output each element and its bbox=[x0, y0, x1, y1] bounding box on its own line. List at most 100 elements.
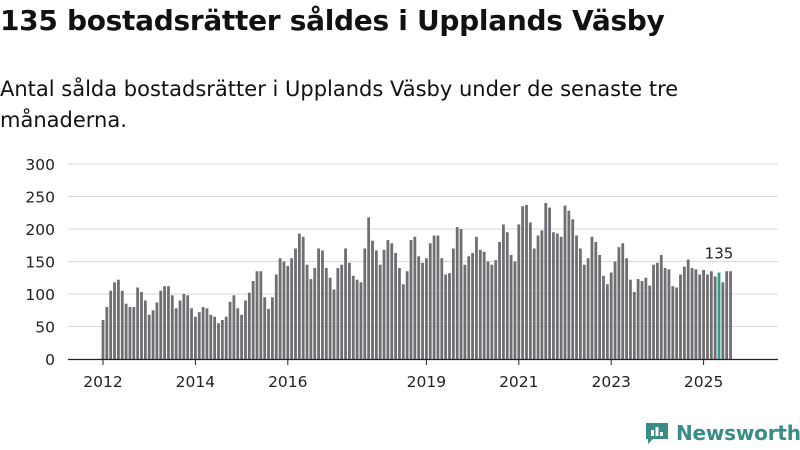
bar bbox=[159, 290, 163, 359]
x-tick-label: 2019 bbox=[407, 373, 446, 391]
newsworthy-logo-icon bbox=[646, 423, 668, 444]
bar bbox=[290, 258, 294, 359]
bar bbox=[544, 203, 548, 359]
bar bbox=[609, 272, 613, 359]
bar bbox=[498, 242, 501, 359]
bar bbox=[413, 236, 417, 359]
bar bbox=[301, 236, 305, 359]
y-tick-label: 200 bbox=[25, 221, 55, 239]
bar bbox=[328, 277, 332, 359]
bar bbox=[297, 233, 301, 359]
bar bbox=[513, 261, 517, 359]
bar bbox=[579, 248, 582, 359]
bar bbox=[540, 230, 544, 359]
bar bbox=[205, 308, 209, 359]
x-tick-label: 2025 bbox=[684, 373, 723, 391]
bar bbox=[359, 282, 363, 359]
bar bbox=[394, 253, 397, 359]
bar bbox=[170, 295, 174, 359]
bar bbox=[613, 261, 617, 359]
bar bbox=[217, 323, 220, 359]
bar bbox=[409, 240, 413, 359]
bar bbox=[363, 248, 367, 359]
bar bbox=[690, 268, 694, 359]
y-tick-label: 250 bbox=[25, 189, 55, 207]
bar bbox=[656, 262, 659, 359]
bar bbox=[317, 248, 320, 359]
y-tick-label: 0 bbox=[45, 351, 55, 369]
bar bbox=[659, 255, 663, 359]
bar bbox=[671, 286, 675, 359]
bar bbox=[559, 236, 563, 359]
bar bbox=[428, 243, 432, 359]
bar bbox=[621, 243, 625, 359]
bar bbox=[567, 210, 571, 359]
bar bbox=[440, 258, 444, 359]
bar bbox=[259, 271, 263, 359]
y-tick-label: 300 bbox=[25, 156, 55, 174]
bar bbox=[425, 258, 428, 359]
bar bbox=[517, 224, 521, 359]
bar bbox=[648, 285, 652, 359]
x-tick-label: 2023 bbox=[591, 373, 630, 391]
bar bbox=[398, 268, 401, 359]
bar bbox=[167, 286, 170, 359]
bar bbox=[521, 206, 525, 359]
highlight-annotation: 135 bbox=[705, 245, 734, 263]
bar bbox=[605, 284, 609, 359]
bar bbox=[344, 248, 347, 359]
newsworthy-logo-text: Newsworthy bbox=[676, 421, 800, 445]
bar bbox=[401, 284, 405, 359]
bar bbox=[386, 240, 390, 359]
bar bbox=[271, 297, 274, 359]
bar bbox=[663, 268, 667, 359]
bar bbox=[247, 292, 251, 359]
bar bbox=[117, 279, 120, 359]
bar bbox=[582, 264, 586, 359]
x-tick-label: 2021 bbox=[499, 373, 538, 391]
bar bbox=[340, 264, 344, 359]
x-tick-label: 2012 bbox=[83, 373, 122, 391]
newsworthy-logo[interactable]: Newsworthy bbox=[644, 418, 800, 448]
y-tick-label: 50 bbox=[35, 319, 55, 337]
bar bbox=[617, 247, 621, 359]
bar bbox=[128, 307, 132, 359]
bar bbox=[194, 316, 197, 359]
bar bbox=[201, 307, 205, 359]
bar bbox=[471, 253, 474, 359]
bar bbox=[348, 262, 351, 359]
bar bbox=[186, 295, 190, 359]
bar bbox=[502, 224, 505, 359]
bar bbox=[505, 232, 509, 359]
bar bbox=[694, 269, 698, 359]
bar bbox=[124, 303, 128, 359]
bar bbox=[555, 233, 559, 359]
bar bbox=[459, 229, 463, 359]
bar bbox=[213, 316, 217, 359]
bar bbox=[702, 269, 705, 359]
bar bbox=[324, 268, 328, 359]
bar bbox=[548, 207, 551, 359]
bar bbox=[636, 279, 640, 359]
bar bbox=[232, 295, 236, 359]
bar bbox=[155, 302, 159, 359]
bar bbox=[709, 271, 713, 359]
bar bbox=[224, 316, 228, 359]
bar bbox=[178, 300, 182, 359]
bar bbox=[536, 235, 540, 359]
bar bbox=[382, 249, 386, 359]
bar bbox=[274, 274, 278, 359]
bar bbox=[432, 235, 436, 359]
bar bbox=[355, 279, 359, 359]
chart-title: 135 bostadsrätter såldes i Upplands Väsb… bbox=[0, 4, 665, 37]
bar bbox=[436, 235, 440, 359]
bar bbox=[571, 219, 575, 359]
bar bbox=[367, 217, 371, 359]
bar bbox=[151, 310, 155, 359]
bar bbox=[294, 248, 297, 359]
bar bbox=[552, 232, 555, 359]
bar bbox=[251, 281, 255, 359]
y-tick-label: 100 bbox=[25, 286, 55, 304]
bar bbox=[267, 308, 270, 359]
bar bbox=[182, 294, 186, 359]
